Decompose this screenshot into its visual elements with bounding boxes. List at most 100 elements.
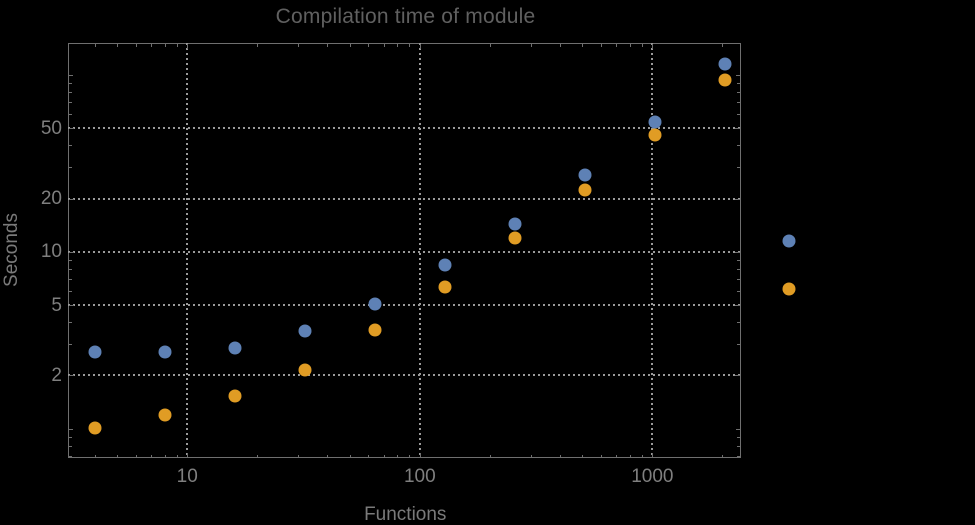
y-tick-label-5: 5 <box>51 294 62 316</box>
x-axis-label: Functions <box>364 504 447 525</box>
tick-y-100-left <box>69 74 73 76</box>
tick-y-9-right <box>737 259 740 261</box>
tick-x-4-top <box>94 44 96 47</box>
tick-x-60-top <box>368 44 370 47</box>
tick-y-60-right <box>737 114 740 116</box>
tick-y-9-left <box>69 259 72 261</box>
tick-x-600-top <box>600 44 602 47</box>
tick-x-7-top <box>151 44 153 47</box>
tick-x-400-bottom <box>559 455 561 458</box>
tick-x-6-top <box>135 44 137 47</box>
data-point-series-1-x256 <box>508 217 522 231</box>
tick-x-2000-bottom <box>722 455 724 458</box>
data-point-series-1-x1024 <box>648 115 662 129</box>
tick-x-200-bottom <box>489 455 491 458</box>
tick-x-30-top <box>298 44 300 47</box>
tick-x-20-bottom <box>257 455 259 458</box>
data-point-series-1-x2048 <box>718 57 732 71</box>
tick-y-8-left <box>69 268 72 270</box>
tick-y-20-left <box>69 198 74 200</box>
tick-y-50-left <box>69 128 74 130</box>
tick-x-60-bottom <box>368 455 370 458</box>
tick-x-9-bottom <box>176 455 178 458</box>
y-tick-label-10: 10 <box>40 241 62 263</box>
gridline-y-2 <box>68 374 741 377</box>
gridline-y-50 <box>68 127 741 130</box>
tick-x-900-top <box>641 44 643 47</box>
tick-y-0.7-left <box>69 456 72 458</box>
data-point-series-1-x4 <box>88 345 102 359</box>
data-point-series-2-x8 <box>158 408 172 422</box>
tick-y-70-right <box>737 102 740 104</box>
tick-x-300-bottom <box>530 455 532 458</box>
tick-y-1-left <box>69 428 73 430</box>
tick-x-40-top <box>327 44 329 47</box>
data-point-series-2-x1024 <box>648 128 662 142</box>
legend-marker-series-1 <box>782 234 796 248</box>
tick-x-100-bottom <box>419 452 421 458</box>
gridline-x-10 <box>186 43 189 458</box>
x-tick-label-1000: 1000 <box>631 466 674 487</box>
data-point-series-2-x256 <box>508 231 522 245</box>
tick-x-6-bottom <box>135 455 137 458</box>
tick-x-2000-top <box>722 44 724 47</box>
gridline-y-5 <box>68 304 741 307</box>
tick-x-8-bottom <box>164 455 166 458</box>
data-point-series-2-x4 <box>88 421 102 435</box>
tick-y-30-right <box>737 167 740 169</box>
tick-y-5-left <box>69 305 74 307</box>
data-point-series-1-x64 <box>368 297 382 311</box>
tick-x-80-top <box>397 44 399 47</box>
data-point-series-2-x512 <box>578 183 592 197</box>
tick-y-4-left <box>69 322 72 324</box>
y-axis-label: Seconds <box>1 213 22 288</box>
plot-frame <box>68 43 741 458</box>
tick-x-200-top <box>489 44 491 47</box>
tick-x-800-bottom <box>629 455 631 458</box>
tick-y-7-left <box>69 279 72 281</box>
data-point-series-1-x32 <box>298 324 312 338</box>
tick-x-80-bottom <box>397 455 399 458</box>
tick-y-90-left <box>69 83 72 85</box>
tick-y-60-left <box>69 114 72 116</box>
tick-x-400-top <box>559 44 561 47</box>
tick-y-0.8-left <box>69 445 72 447</box>
tick-y-1-right <box>735 428 740 430</box>
tick-y-40-left <box>69 145 72 147</box>
tick-x-10-top <box>187 44 189 49</box>
tick-x-700-top <box>616 44 618 47</box>
data-point-series-2-x64 <box>368 323 382 337</box>
tick-x-900-bottom <box>641 455 643 458</box>
tick-y-3-left <box>69 344 72 346</box>
tick-x-9-top <box>176 44 178 47</box>
tick-y-100-right <box>735 74 740 76</box>
data-point-series-2-x16 <box>228 389 242 403</box>
tick-x-4-bottom <box>94 455 96 458</box>
tick-y-90-right <box>737 83 740 85</box>
tick-y-6-left <box>69 291 72 293</box>
data-point-series-2-x32 <box>298 363 312 377</box>
y-tick-label-50: 50 <box>40 117 62 139</box>
tick-y-50-right <box>734 128 740 130</box>
tick-x-1000-top <box>652 44 654 49</box>
gridline-y-20 <box>68 197 741 200</box>
tick-x-300-top <box>530 44 532 47</box>
x-tick-label-100: 100 <box>403 466 436 487</box>
data-point-series-2-x128 <box>438 280 452 294</box>
tick-y-80-left <box>69 92 72 94</box>
legend-marker-series-2 <box>782 282 796 295</box>
gridline-y-10 <box>68 250 741 253</box>
tick-x-5-bottom <box>117 455 119 458</box>
tick-x-20-top <box>257 44 259 47</box>
x-tick-label-10: 10 <box>176 466 198 487</box>
tick-x-500-bottom <box>582 455 584 458</box>
tick-y-40-right <box>737 145 740 147</box>
tick-x-8-top <box>164 44 166 47</box>
tick-y-0.9-left <box>69 436 72 438</box>
chart-title: Compilation time of module <box>275 5 536 28</box>
tick-y-0.9-right <box>737 436 740 438</box>
tick-x-90-top <box>409 44 411 47</box>
tick-x-5-top <box>117 44 119 47</box>
data-point-series-1-x8 <box>158 345 172 359</box>
tick-y-80-right <box>737 92 740 94</box>
